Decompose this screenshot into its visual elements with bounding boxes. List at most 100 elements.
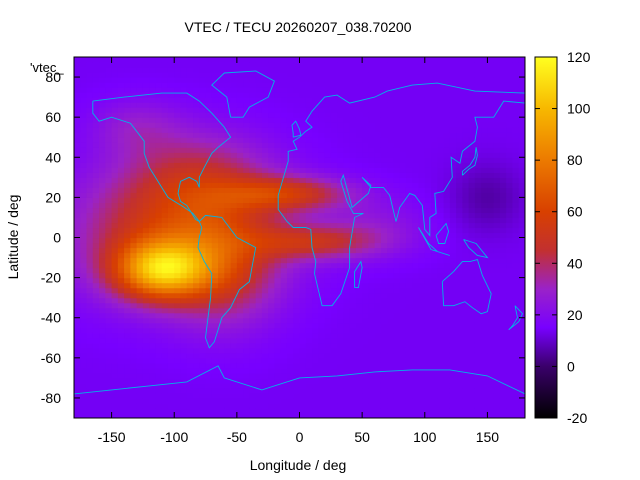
heatmap-cell xyxy=(424,157,432,163)
heatmap-cell xyxy=(130,97,138,103)
heatmap-cell xyxy=(268,372,276,379)
heatmap-cell xyxy=(468,87,476,93)
heatmap-cell xyxy=(149,332,157,339)
heatmap-cell xyxy=(180,292,188,299)
heatmap-cell xyxy=(493,202,501,209)
heatmap-cell xyxy=(99,77,106,83)
heatmap-cell xyxy=(424,292,432,299)
heatmap-cell xyxy=(418,342,426,349)
heatmap-cell xyxy=(186,192,194,198)
heatmap-cell xyxy=(180,412,188,418)
heatmap-cell xyxy=(86,222,94,229)
heatmap-cell xyxy=(249,347,257,354)
heatmap-cell xyxy=(80,77,88,83)
heatmap-cell xyxy=(387,302,395,309)
heatmap-cell xyxy=(86,402,94,409)
heatmap-cell xyxy=(149,132,157,138)
heatmap-cell xyxy=(330,197,338,203)
heatmap-cell xyxy=(462,312,470,319)
heatmap-cell xyxy=(86,387,94,394)
heatmap-cell xyxy=(286,107,294,113)
heatmap-cell xyxy=(149,252,157,259)
heatmap-cell xyxy=(130,267,138,274)
heatmap-cell xyxy=(161,72,169,78)
heatmap-cell xyxy=(218,97,225,103)
heatmap-cell xyxy=(92,312,100,319)
heatmap-cell xyxy=(305,67,313,73)
heatmap-cell xyxy=(86,57,94,63)
heatmap-cell xyxy=(418,412,426,418)
heatmap-cell xyxy=(243,262,250,269)
heatmap-cell xyxy=(437,242,445,249)
heatmap-cell xyxy=(286,87,294,93)
heatmap-cell xyxy=(255,252,263,259)
heatmap-cell xyxy=(186,247,194,254)
heatmap-cell xyxy=(487,317,495,324)
heatmap-cell xyxy=(462,147,470,153)
heatmap-cell xyxy=(468,377,476,384)
heatmap-cell xyxy=(261,262,269,269)
heatmap-cell xyxy=(174,97,182,103)
heatmap-cell xyxy=(180,157,188,163)
heatmap-cell xyxy=(186,57,194,63)
heatmap-cell xyxy=(374,262,382,269)
heatmap-cell xyxy=(474,287,482,294)
heatmap-cell xyxy=(449,122,457,128)
heatmap-cell xyxy=(111,302,119,309)
heatmap-cell xyxy=(142,247,150,254)
heatmap-cell xyxy=(368,107,376,113)
heatmap-cell xyxy=(161,77,169,83)
heatmap-cell xyxy=(412,312,420,319)
heatmap-cell xyxy=(236,347,244,354)
heatmap-cell xyxy=(462,252,470,259)
heatmap-cell xyxy=(180,367,188,374)
heatmap-cell xyxy=(343,362,351,369)
heatmap-cell xyxy=(493,322,501,329)
heatmap-cell xyxy=(243,342,250,349)
heatmap-cell xyxy=(481,142,489,148)
heatmap-cell xyxy=(412,152,420,158)
heatmap-cell xyxy=(312,177,319,183)
heatmap-cell xyxy=(211,132,219,138)
heatmap-cell xyxy=(236,137,244,143)
heatmap-cell xyxy=(186,287,194,294)
heatmap-cell xyxy=(286,217,294,224)
heatmap-cell xyxy=(343,307,351,314)
heatmap-cell xyxy=(155,192,163,198)
heatmap-cell xyxy=(324,307,332,314)
heatmap-cell xyxy=(462,412,470,418)
heatmap-cell xyxy=(474,182,482,188)
heatmap-cell xyxy=(481,317,489,324)
heatmap-cell xyxy=(387,372,395,379)
heatmap-cell xyxy=(74,267,81,274)
heatmap-cell xyxy=(431,132,438,138)
heatmap-cell xyxy=(243,252,250,259)
heatmap-cell xyxy=(456,237,463,244)
heatmap-cell xyxy=(243,192,250,198)
heatmap-cell xyxy=(437,222,445,229)
heatmap-cell xyxy=(186,137,194,143)
heatmap-cell xyxy=(280,67,288,73)
heatmap-cell xyxy=(243,112,250,118)
heatmap-cell xyxy=(474,282,482,289)
heatmap-cell xyxy=(318,177,326,183)
heatmap-cell xyxy=(368,207,376,214)
heatmap-cell xyxy=(74,297,81,304)
heatmap-cell xyxy=(74,82,81,88)
heatmap-cell xyxy=(462,257,470,264)
heatmap-cell xyxy=(180,192,188,198)
heatmap-cell xyxy=(431,92,438,98)
heatmap-cell xyxy=(205,392,213,399)
heatmap-cell xyxy=(117,107,125,113)
heatmap-cell xyxy=(387,107,395,113)
heatmap-cell xyxy=(431,377,438,384)
heatmap-cell xyxy=(462,137,470,143)
heatmap-cell xyxy=(355,337,363,344)
heatmap-cell xyxy=(418,407,426,414)
heatmap-cell xyxy=(80,142,88,148)
heatmap-cell xyxy=(318,87,326,93)
heatmap-cell xyxy=(180,137,188,143)
heatmap-cell xyxy=(337,232,344,239)
heatmap-cell xyxy=(293,87,301,93)
heatmap-cell xyxy=(167,242,175,249)
